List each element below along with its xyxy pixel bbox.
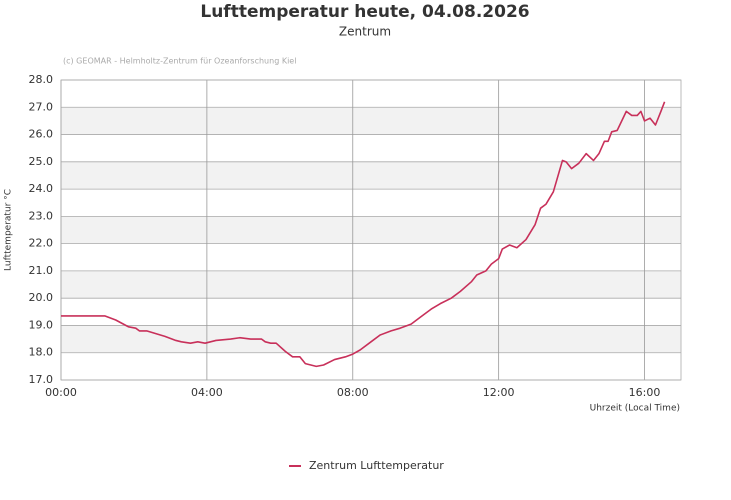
y-tick-label: 20.0 (29, 291, 54, 304)
data-line (61, 101, 666, 368)
source-note: (c) GEOMAR - Helmholtz-Zentrum für Ozean… (63, 57, 296, 66)
x-axis-label: Uhrzeit (Local Time) (590, 404, 680, 414)
y-tick-label: 23.0 (29, 209, 54, 222)
legend-label: Zentrum Lufttemperatur (309, 459, 444, 472)
band (61, 161, 681, 190)
x-tick-label: 08:00 (337, 386, 369, 399)
y-tick-label: 27.0 (29, 100, 54, 113)
band (61, 270, 681, 299)
plot-frame (60, 79, 682, 381)
y-tick-label: 18.0 (29, 346, 54, 359)
y-tick-label: 26.0 (29, 128, 54, 141)
y-tick-label: 21.0 (29, 264, 54, 277)
y-tick-label: 24.0 (29, 182, 54, 195)
y-tick-label: 19.0 (29, 318, 54, 331)
chart-subtitle: Zentrum (339, 25, 391, 39)
y-tick-label: 28.0 (29, 73, 54, 86)
y-tick-label: 25.0 (29, 155, 54, 168)
y-tick-label: 17.0 (29, 373, 54, 386)
band (61, 216, 681, 244)
chart-title: Lufttemperatur heute, 04.08.2026 (200, 2, 529, 22)
x-tick-label: 16:00 (629, 386, 661, 399)
y-tick-label: 22.0 (29, 237, 54, 250)
x-tick-label: 12:00 (483, 386, 515, 399)
band (61, 107, 681, 135)
y-axis-label: Lufttemperatur °C (4, 189, 14, 271)
x-tick-label: 00:00 (45, 386, 77, 399)
band (61, 325, 681, 353)
x-tick-label: 04:00 (191, 386, 223, 399)
